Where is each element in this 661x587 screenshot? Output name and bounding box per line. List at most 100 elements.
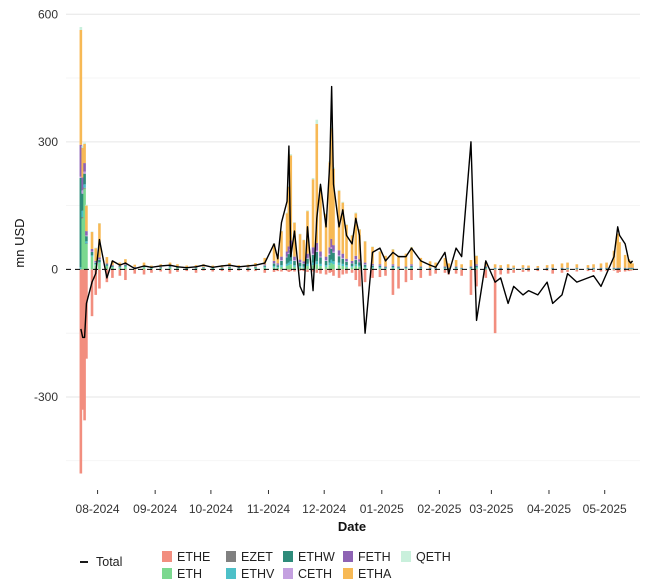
bar-segment-ethe [512,269,515,273]
bar-segment-ethv [90,255,94,257]
bar-segment-ethe [168,269,172,274]
bar-segment-etha [618,242,621,268]
bar-segment-ethw [460,268,463,269]
bar-segment-ethv [302,266,306,268]
bar-segment-ethv [287,262,291,266]
bar-segment-ceth [475,265,478,267]
bar-segment-ceth [85,235,88,237]
bar-segment-feth [220,267,224,268]
bar-segment-ethw [428,268,432,269]
bar-segment-qeth [354,212,358,214]
bar-segment-etha [363,241,367,263]
bar-segment-ceth [315,250,319,252]
y-tick-label: -300 [34,390,58,404]
bar-segment-eth [358,266,361,270]
bar-segment-qeth [285,212,289,214]
bar-segment-ethv [391,267,395,269]
bar-segment-feth [133,266,137,268]
bar-segment-ceth [319,256,322,258]
bar-segment-ethe [560,269,564,273]
bar-segment-ethe [90,269,94,317]
bar-segment-ethe [575,269,579,272]
bar-segment-feth [371,263,374,266]
bar-segment-eth [521,268,525,270]
bar-segment-ethv [81,210,85,218]
bar-segment-etha [599,263,603,268]
bar-segment-ethw [575,268,579,269]
bar-segment-qeth [94,247,98,249]
legend-label: ETH [177,567,202,581]
bar-segment-eth [302,267,306,270]
bar-segment-ethe [280,269,283,272]
bar-segment-ethw [545,268,549,269]
bar-segment-ethv [484,268,488,269]
bar-segment-ethe [428,269,432,276]
bar-segment-eth [363,267,367,270]
bar-segment-eth [391,268,395,270]
bar-segment-ethw [280,260,283,266]
bar-segment-ethe [202,269,205,271]
bar-segment-ethe [176,269,179,272]
bar-segment-eth [315,264,319,270]
bar-segment-ceth [311,253,315,255]
bar-segment-ceth [330,247,333,249]
bar-segment-ceth [391,265,395,267]
bar-segment-etha [404,253,408,267]
bar-segment-feth [419,266,423,268]
bar-segment-ethw [332,252,335,262]
bar-segment-ethv [330,259,333,264]
bar-segment-ethv [428,268,432,270]
bar-segment-feth [592,267,595,269]
bar-segment-ethe [159,269,163,272]
bar-segment-ethw [302,263,306,267]
bar-segment-eth [142,267,146,270]
bar-segment-ethv [246,268,250,269]
bar-segment-ethv [493,268,497,270]
bar-segment-ethw [384,267,387,269]
bar-segment-ceth [98,259,101,260]
legend-item-ezet: EZET [226,550,273,564]
bar-segment-feth [90,248,94,252]
bar-segment-feth [536,267,540,269]
bar-segment-etha [211,265,215,268]
bar-segment-ethw [285,257,289,264]
bar-segment-qeth [337,189,341,191]
bar-segment-ethe [83,269,86,421]
legend-swatch [162,568,172,579]
bar-segment-ethw [159,267,163,268]
bar-segment-eth [263,267,267,270]
bar-segment-ethe [254,269,257,272]
bar-segment-eth [202,268,205,270]
bar-segment-ethe [185,269,189,272]
bar-segment-ethw [631,268,634,269]
bar-segment-feth [566,267,569,269]
bar-segment-etha [605,262,608,268]
bar-segment-eth [404,268,408,270]
bar-segment-ethe [499,269,502,275]
legend-label: FETH [358,550,391,564]
legend-swatch [162,551,172,562]
bar-segment-feth [447,267,450,269]
bar-segment-eth [354,265,358,270]
bar-segment-feth [506,267,510,269]
bar-segment-qeth [330,126,333,129]
bar-segment-etha [94,248,98,261]
bar-segment-eth [341,265,345,270]
axis-layer: 600 300 0 -300 08-2024 09-2024 10-2024 11-2024 1… [34,7,627,516]
bar-segment-etha [354,213,358,256]
bar-segment-ethw [512,268,515,269]
legend-label: EZET [241,550,273,564]
bar-segment-feth [341,253,345,258]
bar-segment-ethv [419,268,423,269]
bar-segment-ethw [469,267,473,269]
bar-segment-feth [350,260,354,264]
bar-segment-ethv [298,265,302,268]
bar-segment-feth [623,267,627,269]
bar-segment-ceth [272,263,276,264]
bar-segment-ethv [285,263,289,266]
bar-segment-ethv [332,261,335,265]
bar-segment-feth [311,247,315,254]
bar-segment-ethw [363,264,367,267]
bar-segment-etha [629,261,633,268]
